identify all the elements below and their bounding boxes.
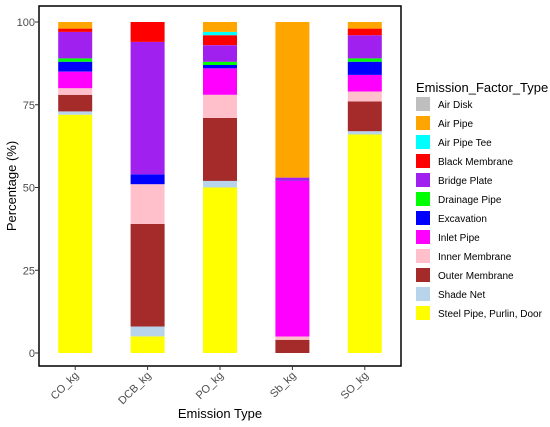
bar-sb-kg-inlet-pipe (275, 180, 310, 337)
y-tick-label-75: 75 (23, 100, 35, 112)
bar-dcb-kg-black-membrane (130, 22, 165, 42)
bar-so-kg-outer-membrane (347, 101, 382, 132)
y-tick-label-25: 25 (23, 265, 35, 277)
legend-label-bridge-plate: Bridge Plate (438, 176, 493, 187)
legend-label-air-disk: Air Disk (438, 100, 473, 111)
bar-dcb-kg-steel-pipe-purlin-door (130, 336, 165, 353)
bar-po-kg-bridge-plate (203, 45, 237, 62)
y-tick-label-100: 100 (17, 17, 35, 29)
bar-co-kg-excavation (58, 61, 93, 72)
bar-dcb-kg-outer-membrane (130, 223, 165, 327)
bar-so-kg-black-membrane (347, 28, 382, 36)
legend-swatch-black-membrane (416, 154, 430, 168)
bar-po-kg-air-pipe-tee (203, 31, 237, 36)
bar-co-kg-inlet-pipe (58, 71, 93, 89)
bar-so-kg-drainage-pipe (347, 58, 382, 62)
x-axis-title: Emission Type (178, 406, 262, 421)
legend-swatch-air-pipe-tee (416, 135, 430, 149)
x-tick-label-co-kg: CO_kg (49, 370, 82, 403)
legend-label-air-pipe: Air Pipe (438, 119, 473, 130)
y-axis-ticks: 0 25 50 75 100 (17, 17, 39, 360)
legend-label-shade-net: Shade Net (438, 290, 485, 301)
bar-po-kg-outer-membrane (203, 118, 237, 181)
x-tick-label-po-kg: PO_kg (194, 370, 226, 402)
x-tick-label-so-kg: SO_kg (339, 370, 371, 402)
bar-po-kg-inner-membrane (203, 94, 237, 118)
bar-dcb-kg-shade-net (130, 326, 165, 337)
bar-so-kg-air-pipe (347, 22, 382, 29)
legend: Air Disk Air Pipe Air Pipe Tee Black Membra… (416, 97, 543, 320)
legend-swatch-shade-net (416, 287, 430, 301)
legend-label-inlet-pipe: Inlet Pipe (438, 233, 480, 244)
legend-label-drainage-pipe: Drainage Pipe (438, 195, 502, 206)
bar-co-kg-outer-membrane (58, 94, 93, 112)
legend-swatch-bridge-plate (416, 173, 430, 187)
legend-swatch-outer-membrane (416, 268, 430, 282)
legend-swatch-air-disk (416, 97, 430, 111)
x-tick-label-sb-kg: Sb_kg (268, 370, 299, 401)
bar-so-kg-steel-pipe-purlin-door (347, 134, 382, 353)
bar-po-kg-inlet-pipe (203, 68, 237, 95)
legend-label-inner-membrane: Inner Membrane (438, 252, 512, 263)
bar-sb-kg-inner-membrane (275, 336, 310, 340)
bar-so-kg-excavation (347, 61, 382, 75)
bar-dcb-kg-inner-membrane (130, 184, 165, 224)
y-axis-title: Percentage (%) (4, 141, 19, 231)
bars (58, 22, 382, 353)
bar-co-kg-bridge-plate (58, 31, 93, 59)
x-tick-label-dcb-kg: DCB_kg (116, 370, 153, 407)
legend-label-excavation: Excavation (438, 214, 487, 225)
y-tick-label-0: 0 (29, 348, 35, 360)
legend-swatch-air-pipe (416, 116, 430, 130)
bar-sb-kg-bridge-plate (275, 177, 310, 181)
legend-swatch-excavation (416, 211, 430, 225)
legend-swatch-inlet-pipe (416, 230, 430, 244)
legend-swatch-inner-membrane (416, 249, 430, 263)
bar-so-kg-inlet-pipe (347, 75, 382, 92)
bar-co-kg-black-membrane (58, 28, 93, 32)
bar-po-kg-excavation (203, 65, 237, 69)
bar-so-kg-inner-membrane (347, 91, 382, 102)
bar-po-kg-steel-pipe-purlin-door (203, 187, 237, 353)
bar-so-kg-shade-net (347, 131, 382, 135)
bar-po-kg-shade-net (203, 180, 237, 188)
bar-co-kg-drainage-pipe (58, 58, 93, 62)
bar-po-kg-drainage-pipe (203, 61, 237, 65)
bar-co-kg-shade-net (58, 111, 93, 115)
legend-label-black-membrane: Black Membrane (438, 157, 513, 168)
legend-label-outer-membrane: Outer Membrane (438, 271, 514, 282)
y-tick-label-50: 50 (23, 183, 35, 195)
bar-co-kg-inner-membrane (58, 88, 93, 95)
bar-sb-kg-outer-membrane (275, 339, 310, 353)
bar-co-kg-air-pipe (58, 22, 93, 29)
legend-swatch-drainage-pipe (416, 192, 430, 206)
bar-co-kg-steel-pipe-purlin-door (58, 114, 93, 353)
legend-label-steel-pipe-purlin-door: Steel Pipe, Purlin, Door (438, 309, 543, 320)
legend-swatch-steel-pipe-purlin-door (416, 306, 430, 320)
legend-title: Emission_Factor_Type (416, 80, 548, 95)
bar-sb-kg-air-pipe (275, 22, 310, 178)
bar-dcb-kg-excavation (130, 174, 165, 185)
legend-label-air-pipe-tee: Air Pipe Tee (438, 138, 492, 149)
bar-po-kg-black-membrane (203, 35, 237, 46)
bar-so-kg-bridge-plate (347, 35, 382, 59)
bar-dcb-kg-bridge-plate (130, 41, 165, 175)
x-axis-ticks: CO_kg DCB_kg PO_kg Sb_kg SO_kg (49, 366, 371, 407)
bar-po-kg-air-pipe (203, 22, 237, 32)
